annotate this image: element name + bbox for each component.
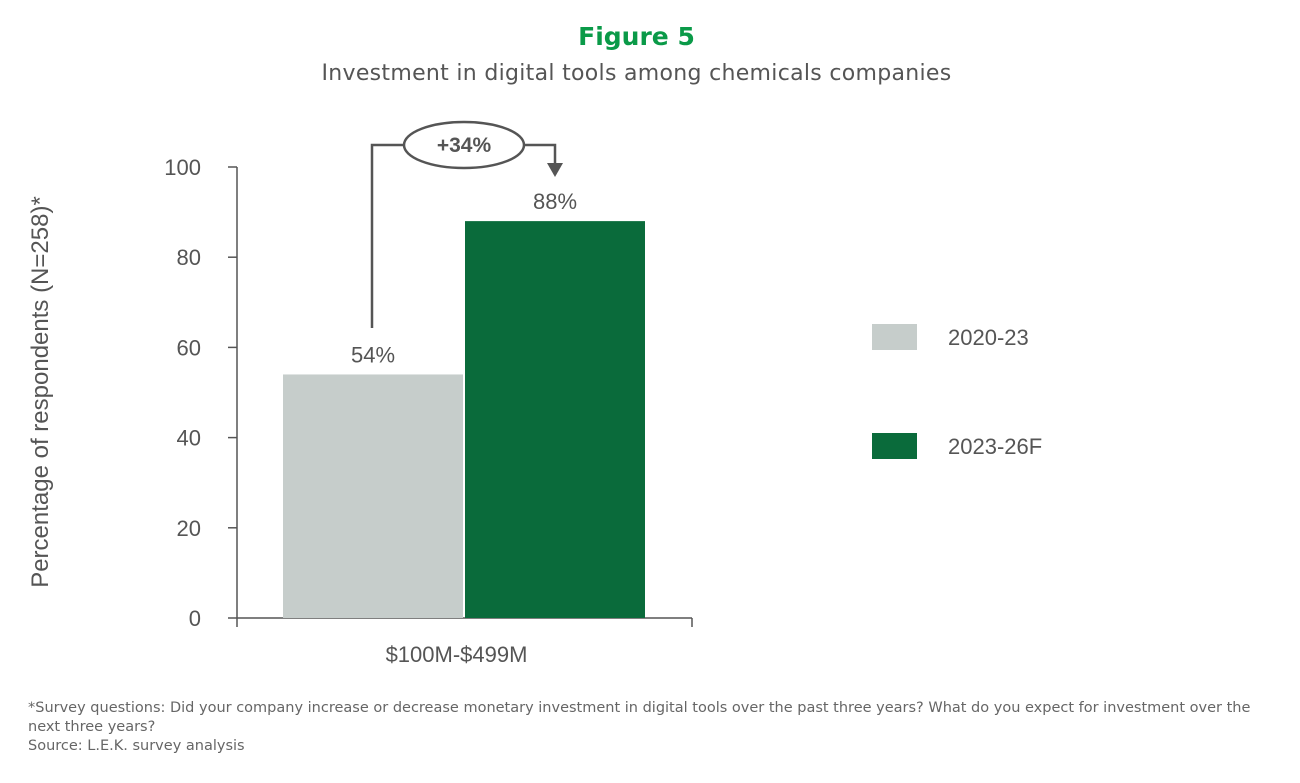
y-tick-label: 0: [189, 606, 201, 631]
figure-title: Figure 5: [578, 22, 695, 51]
change-annotation: +34%: [370, 120, 563, 328]
arrow-head-icon: [547, 163, 563, 177]
legend-label: 2023-26F: [948, 434, 1042, 459]
y-tick-label: 40: [177, 426, 201, 451]
legend-swatch: [872, 433, 917, 459]
x-tick-label: $100M-$499M: [386, 642, 528, 667]
y-tick-label: 100: [164, 155, 201, 180]
bar-2023-26F: [465, 221, 645, 618]
y-tick-label: 80: [177, 245, 201, 270]
y-tick-label: 60: [177, 335, 201, 360]
chart-subtitle: Investment in digital tools among chemic…: [321, 61, 952, 86]
change-connector: [370, 143, 557, 328]
legend-label: 2020-23: [948, 325, 1029, 350]
footnotes: *Survey questions: Did your company incr…: [28, 699, 1268, 756]
footnote: *Survey questions: Did your company incr…: [28, 700, 1251, 735]
change-bubble: [402, 120, 526, 170]
bar-2020-23: [283, 374, 463, 618]
y-tick-label: 20: [177, 516, 201, 541]
source-note: Source: L.E.K. survey analysis: [28, 738, 245, 754]
y-axis-label: Percentage of respondents (N=258)*: [27, 196, 54, 588]
bar-data-label: 88%: [533, 189, 577, 214]
legend-swatch: [872, 324, 917, 350]
change-label: +34%: [437, 134, 492, 157]
bar-data-label: 54%: [351, 342, 395, 367]
